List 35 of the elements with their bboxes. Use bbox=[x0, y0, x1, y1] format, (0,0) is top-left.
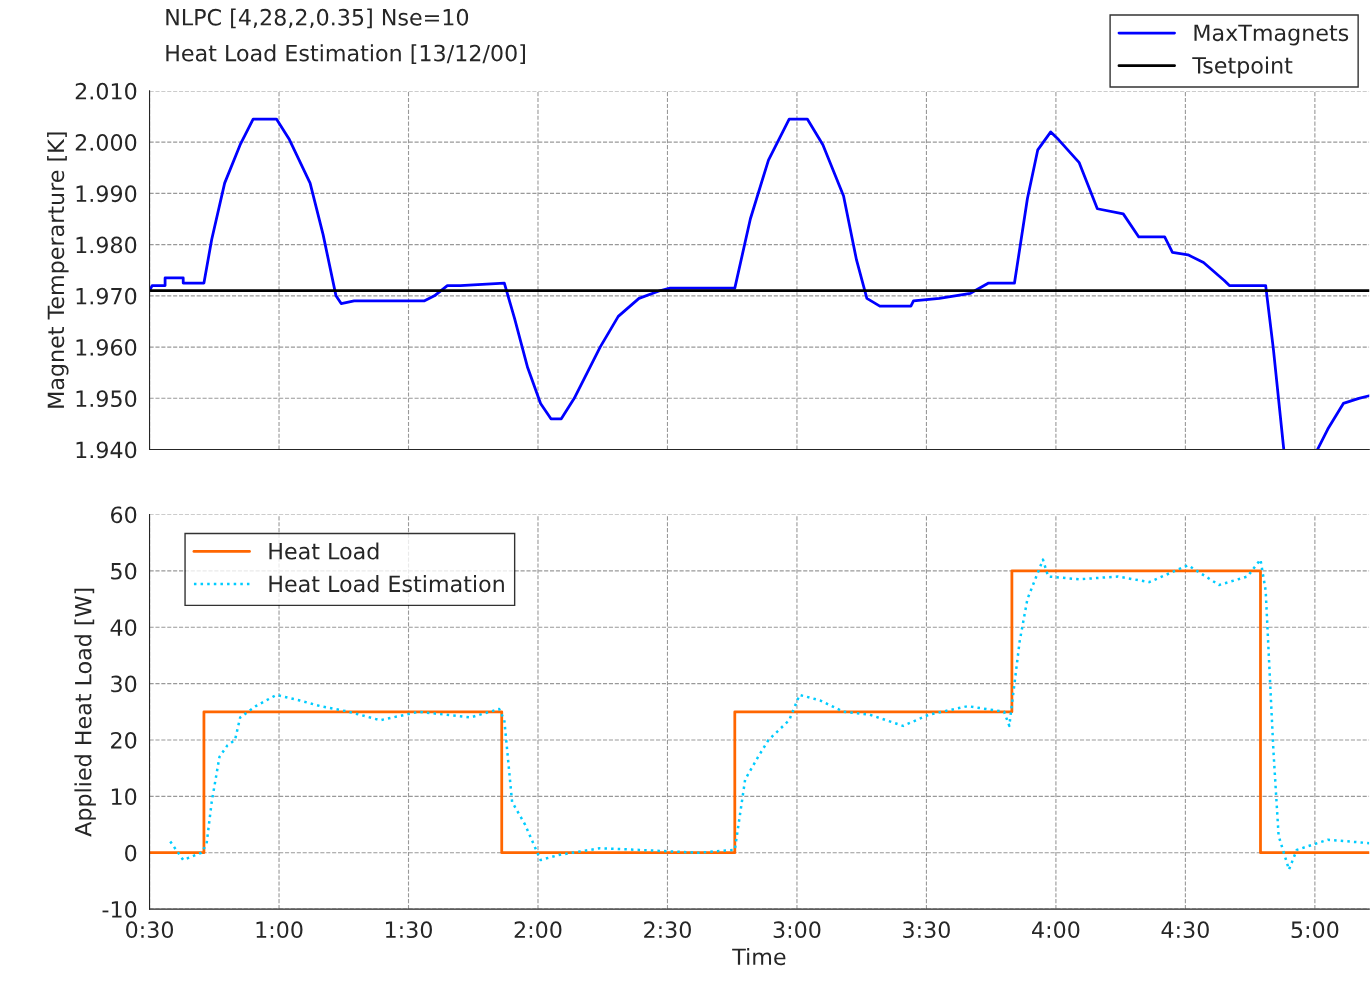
legend-label: Heat Load bbox=[269, 542, 379, 560]
y-tick-label: -10 bbox=[102, 901, 137, 918]
x-tick-label: 2:00 bbox=[514, 921, 562, 939]
y-tick-label: 1.980 bbox=[76, 236, 137, 254]
y-tick-label: 1.940 bbox=[76, 441, 137, 459]
y-tick-label: 20 bbox=[111, 731, 137, 749]
y-tick-label: 10 bbox=[111, 788, 137, 806]
y-tick-label: 1.990 bbox=[76, 185, 137, 203]
chart-title: NLPC [4,28,2,0.35] Nse=10 bbox=[166, 8, 469, 29]
y-tick-label: 1.950 bbox=[76, 390, 137, 408]
x-tick-label: 5:00 bbox=[1291, 921, 1339, 939]
x-tick-label: 4:30 bbox=[1161, 921, 1209, 939]
y-tick-label: 0 bbox=[125, 844, 137, 862]
y-axis-title: Applied Heat Load [W] bbox=[74, 588, 96, 837]
y-tick-label: 50 bbox=[111, 562, 137, 580]
x-tick-label: 1:30 bbox=[386, 921, 432, 939]
x-tick-label: 3:30 bbox=[903, 921, 950, 939]
y-tick-label: 40 bbox=[110, 619, 137, 636]
y-tick-label: 60 bbox=[111, 506, 137, 524]
x-tick-label: 1:00 bbox=[256, 921, 303, 939]
chart-subtitle: Heat Load Estimation [13/12/00] bbox=[166, 44, 525, 65]
y-tick-label: 1.960 bbox=[76, 339, 137, 356]
y-tick-label: 30 bbox=[111, 675, 137, 693]
x-tick-label: 2:30 bbox=[644, 921, 691, 939]
x-tick-label: 0:30 bbox=[126, 921, 174, 939]
y-tick-label: 1.970 bbox=[76, 287, 137, 305]
y-tick-label: 2.010 bbox=[75, 82, 137, 100]
y-tick-label: 2.000 bbox=[75, 134, 137, 151]
x-tick-label: 3:00 bbox=[773, 921, 821, 939]
legend-label: MaxTmagnets bbox=[1194, 24, 1349, 46]
legend-label: Heat Load Estimation bbox=[269, 575, 504, 593]
x-axis-title: Time bbox=[732, 947, 786, 966]
legend-label: Tsetpoint bbox=[1192, 56, 1293, 79]
y-axis-title: Magnet Temperarture [K] bbox=[47, 132, 69, 408]
x-tick-label: 4:00 bbox=[1032, 921, 1080, 939]
